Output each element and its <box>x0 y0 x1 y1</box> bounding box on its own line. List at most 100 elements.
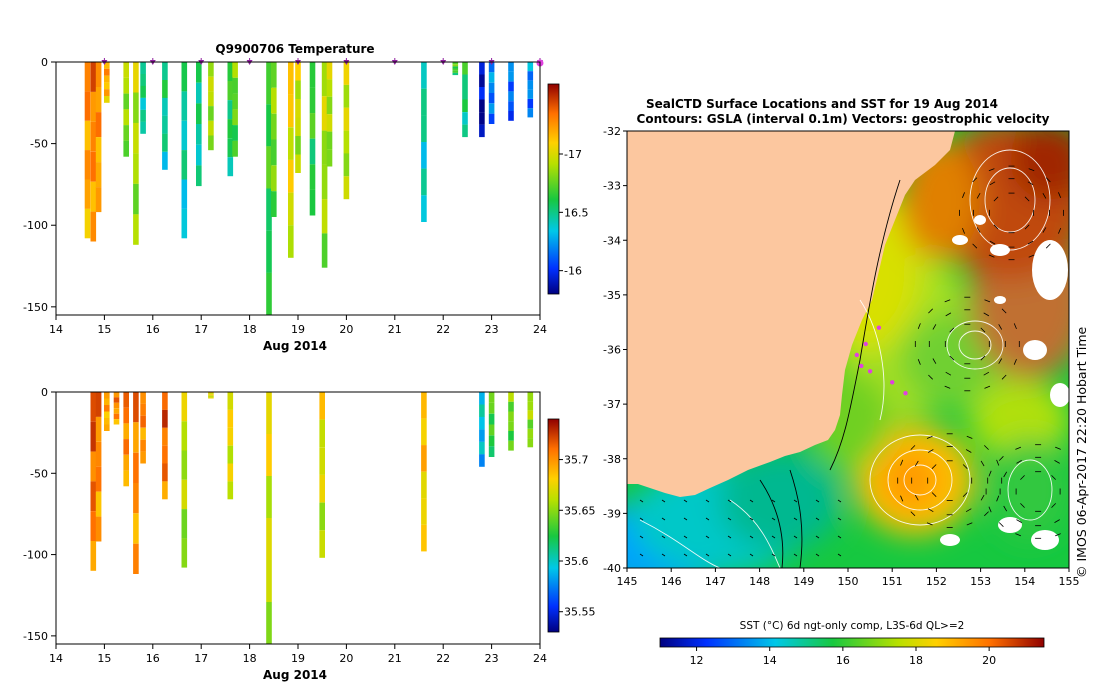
sst-colorbar-tick-label: 20 <box>982 654 996 667</box>
salinity-profile-bar <box>508 392 514 402</box>
salinity-profile-bar <box>162 463 168 482</box>
velocity-arrow <box>965 449 972 453</box>
temperature-profile-bar <box>326 96 333 115</box>
temperature-profile-bar <box>309 113 316 139</box>
velocity-arrow <box>793 535 798 539</box>
temperature-profile-bar <box>343 84 350 108</box>
temperature-profile-bar <box>162 115 168 134</box>
temperature-profile-bar <box>90 91 97 122</box>
colorbar-tick-label: -16 <box>564 265 582 278</box>
temperature-profile-bar <box>162 133 168 152</box>
salinity-y-ticks: 0 -50 -100 -150 <box>23 386 56 643</box>
velocity-arrow <box>998 522 1004 527</box>
velocity-arrow <box>962 227 965 234</box>
salinity-profile-bar <box>479 454 485 467</box>
salinity-profile-bar <box>113 402 120 409</box>
temperature-profile-bar <box>288 159 294 193</box>
salinity-profile-bar <box>227 481 234 500</box>
gsla-contours <box>639 149 1053 568</box>
sst-map-panel: SealCTD Surface Locations and SST for 19… <box>603 97 1089 667</box>
gsla-contours-dark <box>759 179 901 568</box>
temperature-profile-bar <box>479 87 485 100</box>
salinity-profile-bar <box>227 445 234 464</box>
velocity-arrow <box>988 470 992 477</box>
velocity-arrow <box>993 196 999 202</box>
velocity-arrow <box>1015 446 1022 450</box>
temperature-x-label: Aug 2014 <box>263 339 327 353</box>
velocity-arrow <box>815 517 820 521</box>
salinity-profile-bar <box>319 447 325 475</box>
salinity-profile-bar <box>133 392 139 423</box>
temperature-profile-bar <box>421 62 427 89</box>
salinity-profile-bar <box>123 454 129 471</box>
map-latitude-ticks: -32 -33 -34 -35 -36 -37 -38 -39 -40 <box>603 125 627 575</box>
lat-tick-label: -36 <box>603 344 621 357</box>
temperature-profile-bar <box>90 181 97 212</box>
velocity-arrow <box>1045 177 1051 183</box>
x-tick-label: 17 <box>194 652 208 665</box>
velocity-arrow <box>661 535 666 539</box>
salinity-profile-bar <box>162 481 168 500</box>
velocity-arrow <box>910 445 916 450</box>
temperature-profile-bar <box>271 165 277 192</box>
map-subtitle: Contours: GSLA (interval 0.1m) Vectors: … <box>637 112 1050 126</box>
x-tick-label: 16 <box>146 323 160 336</box>
ctd-locations <box>854 325 908 396</box>
velocity-arrow <box>949 327 955 333</box>
temperature-profile-bar <box>452 72 459 76</box>
ctd-location <box>903 391 908 396</box>
temperature-profile-bar <box>421 115 427 142</box>
temperature-profile-bar <box>462 99 468 112</box>
x-tick-label: 23 <box>485 323 499 336</box>
temperature-profile-bar <box>343 153 350 177</box>
temperature-profile-bar <box>288 225 294 258</box>
x-tick-label: 23 <box>485 652 499 665</box>
temperature-profile-bar <box>123 140 129 157</box>
salinity-profile-bar <box>421 524 427 552</box>
y-tick-label: -50 <box>30 138 48 151</box>
temperature-profile-bar <box>508 101 514 111</box>
velocity-arrow <box>962 192 965 198</box>
sst-colorbar-ticks: 12 14 16 18 20 <box>690 647 996 667</box>
salinity-profile-bar <box>123 407 129 424</box>
velocity-arrow <box>932 358 937 364</box>
salinity-profile-bar <box>104 398 110 405</box>
temperature-profile-bar <box>508 71 514 82</box>
temperature-profile-bar <box>488 93 495 104</box>
velocity-arrow <box>910 511 916 517</box>
velocity-arrow <box>705 535 710 539</box>
salinity-profile-bar <box>95 392 102 417</box>
x-tick-label: 14 <box>49 323 63 336</box>
velocity-arrow <box>1045 243 1051 249</box>
temperature-profile-bar <box>208 76 214 92</box>
salinity-profiles <box>90 392 534 644</box>
temperature-profile-bar <box>326 149 333 167</box>
salinity-profile-bar <box>208 393 214 395</box>
x-tick-label: 24 <box>533 652 547 665</box>
velocity-arrow <box>705 499 710 503</box>
temperature-profile-bar <box>140 85 146 98</box>
velocity-arrow <box>793 517 798 521</box>
salinity-profile-bar <box>90 541 97 571</box>
temperature-profile-bar <box>84 179 91 209</box>
y-tick-label: -150 <box>23 630 48 643</box>
velocity-arrow <box>1054 519 1060 523</box>
salinity-profile-bar <box>162 392 168 410</box>
salinity-profile-bar <box>104 392 110 399</box>
temperature-profile-bar <box>104 75 110 83</box>
velocity-arrow <box>945 371 952 376</box>
velocity-arrow <box>984 299 991 303</box>
lat-tick-label: -38 <box>603 453 621 466</box>
temperature-profile-bar <box>133 153 139 184</box>
x-tick-label: 17 <box>194 323 208 336</box>
lon-tick-label: 146 <box>661 575 682 588</box>
salinity-profile-bar <box>113 408 120 414</box>
velocity-arrow <box>965 508 972 513</box>
temperature-profile-bar <box>181 62 188 92</box>
temperature-profile-bar <box>208 120 214 136</box>
velocity-arrow <box>926 435 933 439</box>
temperature-y-ticks: 0 -50 -100 -150 <box>23 56 56 314</box>
salinity-profile-bar <box>421 498 427 525</box>
temperature-profile-bar <box>104 82 110 90</box>
salinity-profile-bar <box>266 392 272 434</box>
